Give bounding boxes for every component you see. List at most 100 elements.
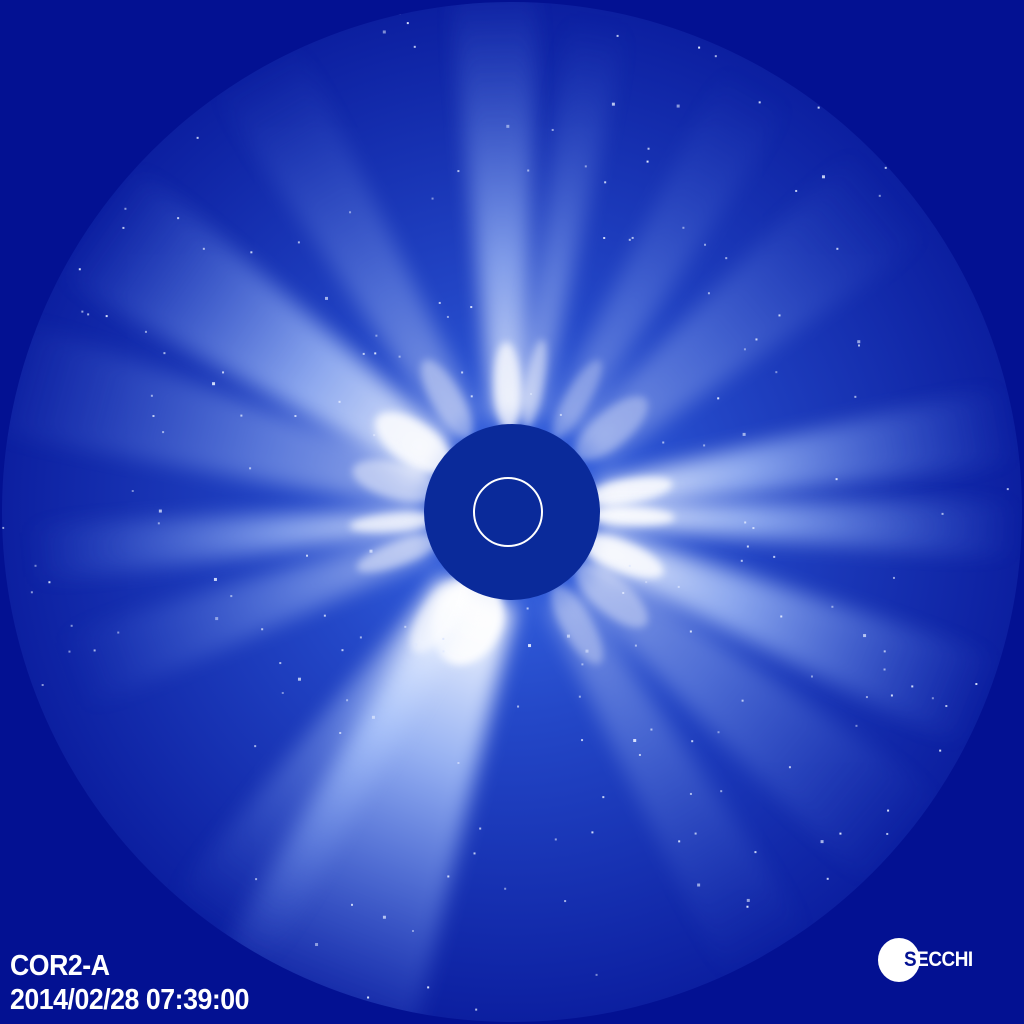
star-dot <box>780 615 783 618</box>
star-dot <box>156 947 159 950</box>
star-dot <box>694 832 697 835</box>
star-dot <box>122 226 125 229</box>
solar-limb-circle <box>473 477 543 547</box>
star-dot <box>914 37 917 40</box>
star-dot <box>584 165 587 168</box>
star-dot <box>789 968 792 971</box>
star-dot <box>836 247 839 250</box>
star-dot <box>676 104 680 108</box>
star-dot <box>281 691 284 694</box>
star-dot <box>1016 977 1019 980</box>
streamer-ray <box>448 2 539 433</box>
star-dot <box>758 101 761 104</box>
streamer-ray <box>584 499 1021 560</box>
star-dot <box>473 852 476 855</box>
streamer-ray <box>575 144 934 464</box>
star-dot <box>254 745 257 748</box>
star-dot <box>948 21 951 24</box>
star-dot <box>457 761 460 764</box>
star-dot <box>93 649 96 652</box>
star-dot <box>526 607 529 610</box>
star-dot <box>835 478 838 481</box>
star-dot <box>131 490 134 493</box>
star-dot <box>339 731 342 734</box>
star-dot <box>603 236 606 239</box>
star-dot <box>144 330 147 333</box>
star-dot <box>105 315 108 318</box>
star-dot <box>279 662 282 665</box>
star-dot <box>775 371 778 374</box>
star-dot <box>743 348 746 351</box>
star-dot <box>141 943 144 946</box>
star-dot <box>554 838 557 841</box>
secchi-logo: SECCHI <box>878 938 998 982</box>
star-dot <box>622 591 625 594</box>
star-dot <box>2 942 3 945</box>
star-dot <box>230 595 233 598</box>
star-dot <box>431 197 434 200</box>
star-dot <box>163 352 166 355</box>
star-dot <box>820 840 824 844</box>
star-dot <box>907 838 910 841</box>
star-dot <box>717 731 720 734</box>
star-dot <box>406 22 409 25</box>
star-dot <box>883 668 886 671</box>
star-dot <box>677 585 680 588</box>
star-dot <box>633 738 637 742</box>
star-dot <box>461 371 464 374</box>
star-dot <box>117 631 120 634</box>
star-dot <box>878 194 881 197</box>
star-dot <box>70 624 73 627</box>
star-dot <box>398 355 401 358</box>
star-dot <box>678 840 681 843</box>
star-dot <box>215 617 219 621</box>
star-dot <box>196 136 199 139</box>
star-dot <box>945 705 948 708</box>
star-dot <box>975 683 978 686</box>
star-dot <box>20 231 23 234</box>
star-dot <box>890 694 893 697</box>
star-dot <box>933 930 936 933</box>
star-dot <box>752 527 755 530</box>
star-dot <box>595 973 598 976</box>
star-dot <box>746 898 750 902</box>
star-dot <box>725 257 728 260</box>
star-dot <box>48 581 51 584</box>
star-dot <box>150 394 153 397</box>
star-dot <box>1017 77 1020 80</box>
star-dot <box>689 630 692 633</box>
star-dot <box>855 724 858 727</box>
streamer-ray <box>167 576 475 969</box>
star-dot <box>113 838 117 842</box>
streamer-ray <box>549 58 797 439</box>
star-dot <box>411 929 414 932</box>
star-dot <box>68 650 71 653</box>
star-dot <box>704 243 707 246</box>
star-dot <box>1009 1018 1012 1021</box>
star-dot <box>470 306 473 309</box>
star-dot <box>475 1008 478 1011</box>
star-dot <box>7 225 10 228</box>
star-dot <box>530 393 533 396</box>
star-dot <box>990 297 993 300</box>
star-dot <box>744 521 747 524</box>
star-dot <box>810 675 813 678</box>
star-dot <box>682 226 685 229</box>
star-dot <box>974 39 978 43</box>
star-dot <box>438 301 441 304</box>
star-dot <box>3 934 6 937</box>
star-dot <box>504 887 507 890</box>
star-dot <box>527 169 530 172</box>
star-dot <box>897 52 900 55</box>
star-dot <box>349 211 352 214</box>
star-dot <box>447 875 450 878</box>
star-dot <box>741 699 744 702</box>
star-dot <box>890 45 893 48</box>
star-dot <box>691 740 694 743</box>
star-dot <box>581 663 584 666</box>
star-dot <box>506 124 510 128</box>
star-dot <box>941 512 944 515</box>
star-dot <box>962 60 965 63</box>
star-dot <box>717 397 720 400</box>
star-dot <box>124 207 127 210</box>
